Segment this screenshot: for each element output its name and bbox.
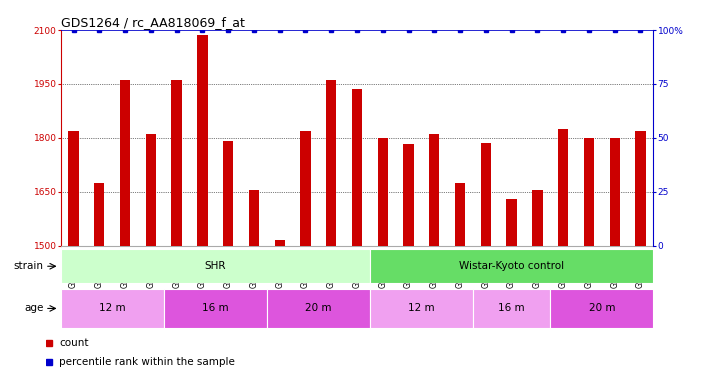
Text: SHR: SHR	[204, 261, 226, 271]
Text: percentile rank within the sample: percentile rank within the sample	[59, 357, 236, 367]
Text: 12 m: 12 m	[408, 303, 435, 313]
Bar	[267, 289, 370, 328]
Text: 16 m: 16 m	[498, 303, 525, 313]
Bar	[164, 289, 267, 328]
Bar	[550, 289, 653, 328]
Bar	[120, 80, 130, 246]
Bar	[481, 143, 491, 246]
Text: 16 m: 16 m	[202, 303, 228, 313]
Bar	[94, 183, 104, 246]
Bar	[584, 138, 594, 246]
Bar	[378, 138, 388, 246]
Bar	[352, 89, 362, 246]
Bar	[610, 138, 620, 246]
Bar	[248, 190, 259, 246]
Text: GDS1264 / rc_AA818069_f_at: GDS1264 / rc_AA818069_f_at	[61, 16, 245, 29]
Bar	[69, 130, 79, 246]
Bar	[61, 289, 164, 328]
Bar	[301, 130, 311, 246]
Bar	[429, 134, 439, 246]
Bar	[326, 80, 336, 246]
Bar	[146, 134, 156, 246]
Bar	[403, 144, 413, 246]
Bar	[223, 141, 233, 246]
Bar	[370, 289, 473, 328]
Bar	[506, 199, 517, 246]
Text: age: age	[24, 303, 44, 313]
Bar	[473, 289, 550, 328]
Bar	[532, 190, 543, 246]
Bar	[635, 130, 645, 246]
Bar	[61, 249, 370, 283]
Text: 12 m: 12 m	[99, 303, 126, 313]
Bar	[275, 240, 285, 246]
Bar	[370, 249, 653, 283]
Bar	[171, 80, 182, 246]
Bar	[197, 35, 208, 246]
Bar	[455, 183, 466, 246]
Text: strain: strain	[14, 261, 44, 271]
Text: Wistar-Kyoto control: Wistar-Kyoto control	[459, 261, 564, 271]
Text: 20 m: 20 m	[305, 303, 331, 313]
Text: 20 m: 20 m	[588, 303, 615, 313]
Bar	[558, 129, 568, 246]
Text: count: count	[59, 338, 89, 348]
